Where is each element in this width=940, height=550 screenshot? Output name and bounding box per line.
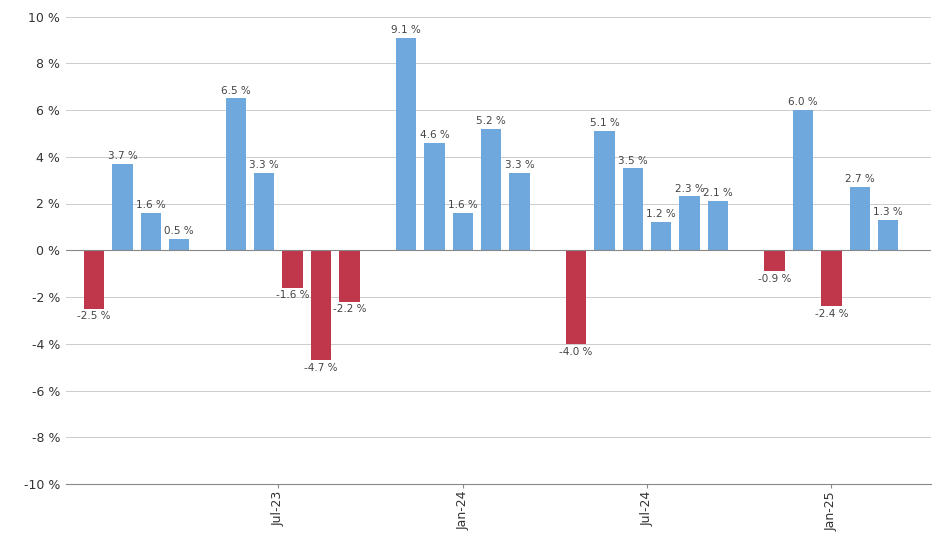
Bar bbox=[254, 173, 274, 250]
Text: 1.6 %: 1.6 % bbox=[136, 200, 165, 210]
Text: -1.6 %: -1.6 % bbox=[275, 290, 309, 300]
Bar bbox=[311, 250, 331, 360]
Bar bbox=[112, 164, 133, 250]
Text: -2.2 %: -2.2 % bbox=[333, 305, 366, 315]
Text: 3.7 %: 3.7 % bbox=[108, 151, 137, 161]
Bar bbox=[226, 98, 246, 250]
Text: 2.7 %: 2.7 % bbox=[845, 174, 874, 184]
Text: -0.9 %: -0.9 % bbox=[758, 274, 791, 284]
Text: -4.0 %: -4.0 % bbox=[559, 346, 593, 356]
Text: 1.6 %: 1.6 % bbox=[447, 200, 478, 210]
Bar bbox=[452, 213, 473, 250]
Bar bbox=[708, 201, 729, 250]
Bar bbox=[651, 222, 671, 250]
Text: 1.3 %: 1.3 % bbox=[873, 207, 903, 217]
Bar bbox=[764, 250, 785, 271]
Text: 2.3 %: 2.3 % bbox=[675, 184, 704, 194]
Bar bbox=[424, 143, 445, 250]
Bar bbox=[566, 250, 587, 344]
Text: 0.5 %: 0.5 % bbox=[164, 226, 194, 236]
Text: 3.3 %: 3.3 % bbox=[505, 160, 534, 170]
Bar bbox=[680, 196, 699, 250]
Text: 5.1 %: 5.1 % bbox=[589, 118, 619, 128]
Text: 3.5 %: 3.5 % bbox=[618, 156, 648, 166]
Text: -2.4 %: -2.4 % bbox=[815, 309, 848, 319]
Bar bbox=[594, 131, 615, 250]
Bar bbox=[339, 250, 359, 301]
Bar bbox=[822, 250, 841, 306]
Bar bbox=[481, 129, 501, 250]
Bar bbox=[396, 37, 416, 250]
Text: 5.2 %: 5.2 % bbox=[477, 116, 506, 126]
Bar bbox=[282, 250, 303, 288]
Text: -2.5 %: -2.5 % bbox=[77, 311, 111, 322]
Bar bbox=[792, 110, 813, 250]
Bar bbox=[850, 187, 870, 250]
Bar bbox=[878, 220, 899, 250]
Bar bbox=[509, 173, 529, 250]
Text: -4.7 %: -4.7 % bbox=[305, 363, 337, 373]
Text: 4.6 %: 4.6 % bbox=[419, 130, 449, 140]
Text: 1.2 %: 1.2 % bbox=[647, 210, 676, 219]
Text: 3.3 %: 3.3 % bbox=[249, 160, 279, 170]
Bar bbox=[169, 239, 190, 250]
Text: 9.1 %: 9.1 % bbox=[391, 25, 421, 35]
Bar bbox=[141, 213, 161, 250]
Text: 6.0 %: 6.0 % bbox=[789, 97, 818, 107]
Text: 6.5 %: 6.5 % bbox=[221, 85, 251, 96]
Bar bbox=[84, 250, 104, 309]
Bar bbox=[622, 168, 643, 250]
Text: 2.1 %: 2.1 % bbox=[703, 188, 733, 199]
